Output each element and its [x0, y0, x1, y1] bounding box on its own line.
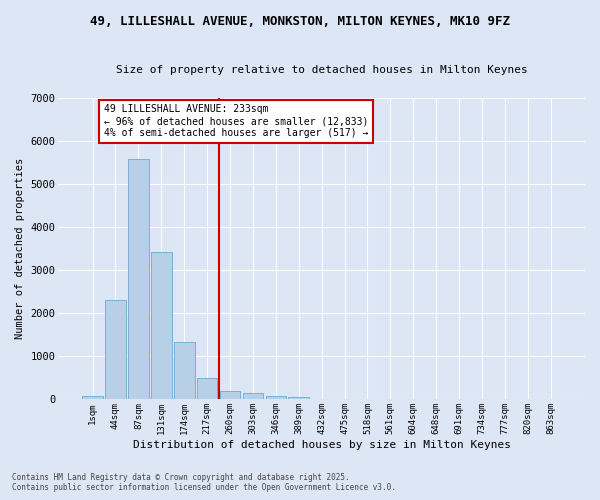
- Bar: [266, 396, 286, 400]
- Text: 49, LILLESHALL AVENUE, MONKSTON, MILTON KEYNES, MK10 9FZ: 49, LILLESHALL AVENUE, MONKSTON, MILTON …: [90, 15, 510, 28]
- Text: Contains HM Land Registry data © Crown copyright and database right 2025.
Contai: Contains HM Land Registry data © Crown c…: [12, 473, 396, 492]
- Bar: [220, 391, 241, 400]
- Bar: [105, 300, 126, 400]
- Bar: [128, 159, 149, 400]
- Title: Size of property relative to detached houses in Milton Keynes: Size of property relative to detached ho…: [116, 65, 527, 75]
- Bar: [197, 378, 217, 400]
- Bar: [242, 393, 263, 400]
- Bar: [82, 396, 103, 400]
- Y-axis label: Number of detached properties: Number of detached properties: [15, 158, 25, 340]
- Bar: [151, 252, 172, 400]
- Text: 49 LILLESHALL AVENUE: 233sqm
← 96% of detached houses are smaller (12,833)
4% of: 49 LILLESHALL AVENUE: 233sqm ← 96% of de…: [104, 104, 368, 138]
- Bar: [174, 342, 194, 400]
- X-axis label: Distribution of detached houses by size in Milton Keynes: Distribution of detached houses by size …: [133, 440, 511, 450]
- Bar: [289, 398, 309, 400]
